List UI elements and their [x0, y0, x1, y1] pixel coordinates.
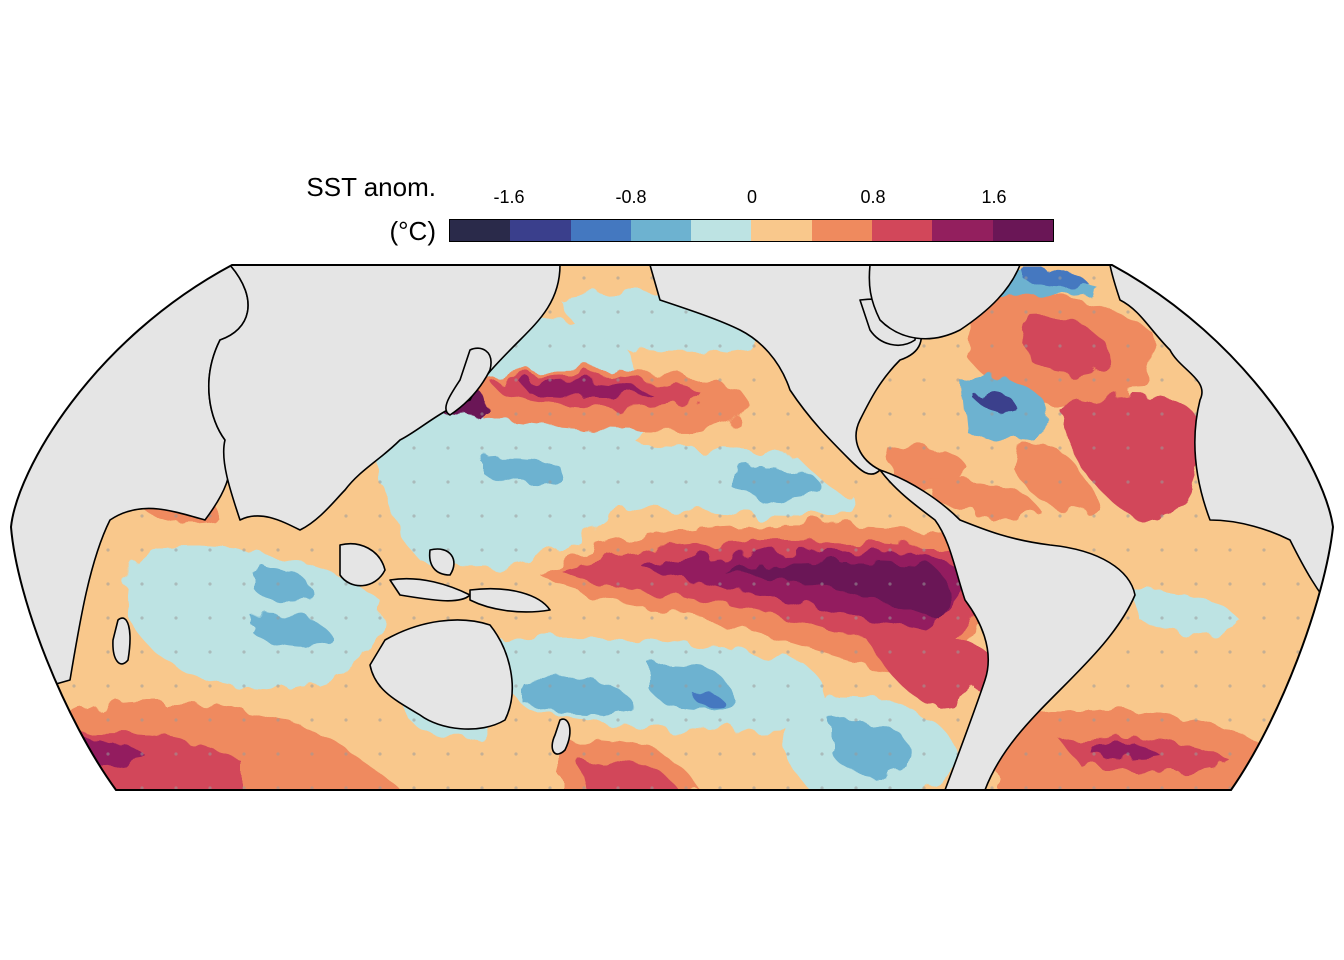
colorbar-tick-label: 0.8 — [860, 187, 886, 207]
colorbar-tick-label: 0 — [746, 187, 757, 207]
colorbar-swatch — [872, 220, 933, 241]
legend-unit: (°C) — [389, 216, 437, 246]
borneo — [339, 543, 386, 587]
colorbar-tick-label: -1.6 — [493, 187, 525, 207]
map-frame — [9, 264, 1335, 791]
japan — [445, 347, 492, 416]
new-guinea — [469, 587, 551, 613]
sulawesi — [428, 548, 455, 576]
colorbar-swatch — [992, 220, 1053, 241]
colorbar-swatch — [811, 220, 873, 241]
madagascar — [112, 617, 131, 665]
colorbar-swatch — [691, 220, 752, 241]
colorbar-swatch — [510, 220, 571, 241]
colorbar-tick-label: -0.8 — [615, 187, 647, 207]
colorbar-tick-label: 1.6 — [981, 187, 1007, 207]
colorbar-swatch — [450, 220, 511, 241]
greenland — [868, 265, 1021, 340]
south-america — [879, 469, 1136, 790]
colorbar-swatch — [751, 220, 812, 241]
new-zealand — [551, 718, 571, 755]
colorbar-swatch — [570, 220, 631, 241]
colorbar — [449, 219, 1054, 242]
colorbar-swatch — [932, 220, 993, 241]
asia — [208, 265, 561, 531]
australia — [369, 619, 513, 730]
colorbar-swatch — [630, 220, 692, 241]
legend-title: SST anom. — [306, 172, 436, 202]
